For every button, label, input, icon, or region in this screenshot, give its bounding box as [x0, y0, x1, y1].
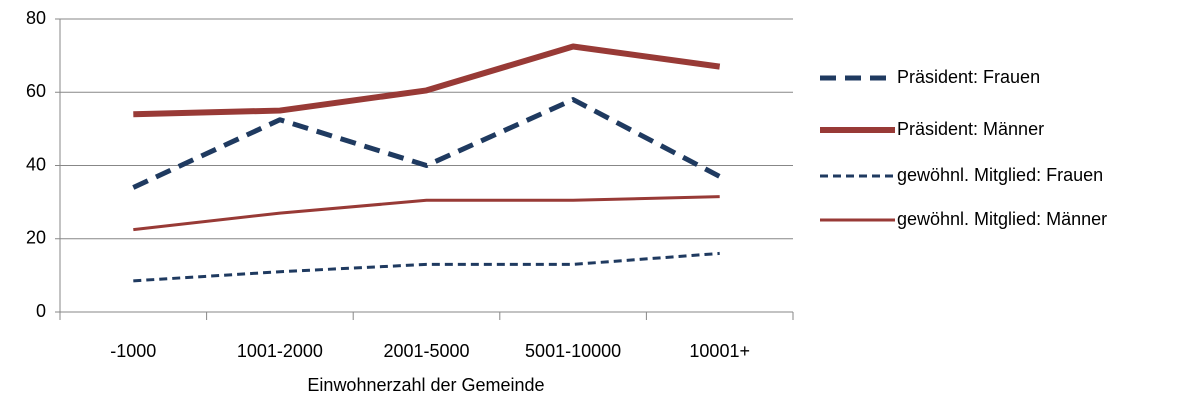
y-tick-label: 20 [26, 228, 46, 248]
x-tick-label: 10001+ [689, 341, 750, 361]
y-tick-label: 60 [26, 81, 46, 101]
y-tick-label: 0 [36, 301, 46, 321]
line-series [133, 195, 720, 232]
line-series [132, 97, 721, 190]
y-tick-label: 40 [26, 154, 46, 174]
x-axis-title: Einwohnerzahl der Gemeinde [307, 375, 544, 395]
legend-label: Präsident: Männer [897, 119, 1044, 139]
x-tick-label: 5001-10000 [525, 341, 621, 361]
legend-label: gewöhnl. Mitglied: Männer [897, 209, 1107, 229]
legend-label: gewöhnl. Mitglied: Frauen [897, 165, 1103, 185]
x-tick-label: -1000 [110, 341, 156, 361]
legend-label: Präsident: Frauen [897, 67, 1040, 87]
x-tick-label: 2001-5000 [383, 341, 469, 361]
line-series [133, 43, 721, 118]
line-series [133, 251, 720, 283]
y-tick-label: 80 [26, 8, 46, 28]
x-tick-label: 1001-2000 [237, 341, 323, 361]
